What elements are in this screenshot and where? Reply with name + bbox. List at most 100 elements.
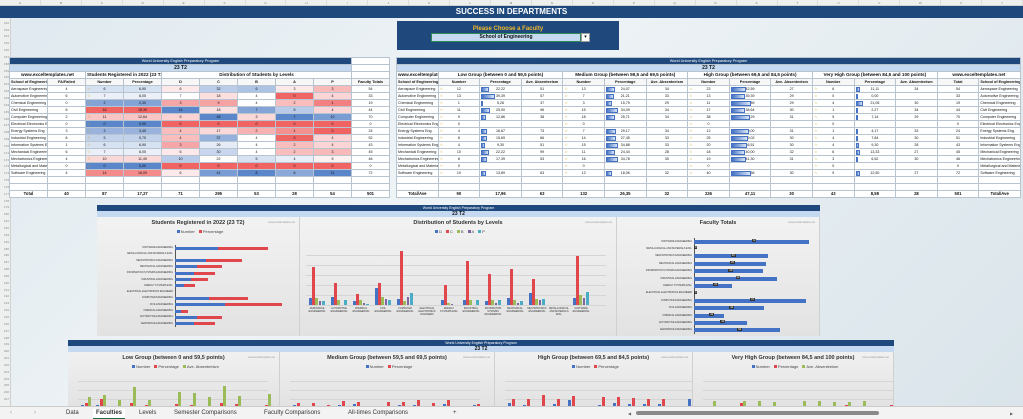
row-number[interactable]: 175 [3, 178, 9, 183]
row-number[interactable]: 158 [3, 61, 9, 66]
column-letter[interactable]: H [286, 0, 328, 5]
row-number[interactable]: 159 [3, 68, 9, 73]
row-number[interactable]: 162 [3, 89, 9, 94]
row-number[interactable]: 152 [3, 20, 9, 25]
chart-low-group[interactable]: Low Group (between 0 and 59,5 points) www… [68, 352, 280, 406]
row-number[interactable]: 181 [3, 219, 9, 224]
row-number[interactable]: 167 [3, 123, 9, 128]
tab-levels[interactable]: Levels [139, 410, 157, 416]
row-number[interactable]: 206 [3, 390, 9, 395]
chart-faculty-totals[interactable]: Faculty Totals www.exceltemplates.net SOFT… [617, 217, 820, 336]
row-number[interactable]: 194 [3, 308, 9, 313]
column-letter[interactable]: U [818, 0, 860, 5]
row-number[interactable]: 184 [3, 239, 9, 244]
row-number[interactable]: 164 [3, 102, 9, 107]
row-number[interactable]: 185 [3, 246, 9, 251]
column-letter[interactable]: P [614, 0, 655, 5]
row-number[interactable]: 187 [3, 260, 9, 265]
tab-all-times-comparisons[interactable]: All-times Comparisons [348, 410, 409, 416]
row-number[interactable]: 172 [3, 157, 9, 162]
column-letter[interactable]: E [164, 0, 205, 5]
column-letter[interactable]: B [41, 0, 82, 5]
row-number[interactable]: 165 [3, 109, 9, 114]
dropdown-arrow-icon[interactable]: ▾ [581, 33, 590, 42]
row-headers[interactable]: 1501511521531541551561571581591601611621… [0, 6, 11, 406]
column-letter[interactable]: T [778, 0, 819, 5]
column-letter[interactable]: J [368, 0, 410, 5]
row-number[interactable]: 179 [3, 205, 9, 210]
row-number[interactable]: 203 [3, 369, 9, 374]
row-number[interactable]: 170 [3, 143, 9, 148]
row-number[interactable]: 193 [3, 301, 9, 306]
column-letter[interactable]: I [327, 0, 369, 5]
row-number[interactable]: 156 [3, 48, 9, 53]
next-sheet-icon[interactable]: › [34, 410, 36, 416]
row-number[interactable]: 174 [3, 171, 9, 176]
column-letter[interactable]: C [82, 0, 123, 5]
row-number[interactable]: 189 [3, 273, 9, 278]
tab-data[interactable]: Data [66, 410, 79, 416]
column-letter[interactable]: O [573, 0, 614, 5]
row-number[interactable]: 157 [3, 54, 9, 59]
column-letter[interactable]: Q [655, 0, 696, 5]
horizontal-scrollbar-thumb[interactable] [636, 411, 879, 415]
row-number[interactable]: 155 [3, 41, 9, 46]
row-number[interactable]: 182 [3, 226, 9, 230]
chart-very-high-group[interactable]: Very High Group (between 84,5 and 100 po… [693, 352, 894, 406]
chart-registered[interactable]: Students Registered in 2022 (23 T2) www.e… [97, 217, 300, 336]
prev-sheet-icon[interactable]: ‹ [10, 410, 12, 416]
scroll-left-icon[interactable]: ◀ [628, 411, 632, 416]
row-number[interactable]: 186 [3, 253, 9, 258]
column-letter[interactable]: F [205, 0, 246, 5]
row-number[interactable]: 195 [3, 314, 9, 319]
column-letter[interactable]: V [859, 0, 901, 5]
row-number[interactable]: 176 [3, 184, 9, 189]
row-number[interactable]: 200 [3, 349, 9, 354]
row-number[interactable]: 202 [3, 362, 9, 367]
column-letter[interactable]: W [900, 0, 942, 5]
row-number[interactable]: 169 [3, 137, 9, 142]
column-letter[interactable]: G [246, 0, 287, 5]
column-letter[interactable]: N [532, 0, 573, 5]
tab-faculty-comparisons[interactable]: Faculty Comparisons [264, 410, 321, 416]
row-number[interactable]: 178 [3, 198, 9, 203]
row-number[interactable]: 154 [3, 34, 9, 39]
scroll-right-icon[interactable]: ▶ [1010, 411, 1014, 416]
row-number[interactable]: 204 [3, 376, 9, 381]
column-letter[interactable]: R [696, 0, 737, 5]
column-letter[interactable]: S [737, 0, 778, 5]
row-number[interactable]: 188 [3, 267, 9, 272]
row-number[interactable]: 199 [3, 342, 9, 347]
row-number[interactable]: 163 [3, 95, 9, 100]
add-sheet-button[interactable]: + [453, 410, 457, 416]
row-number[interactable]: 207 [3, 397, 9, 402]
column-letter[interactable]: M [491, 0, 532, 5]
tab-semester-comparisons[interactable]: Semester Comparisons [174, 410, 237, 416]
row-number[interactable]: 192 [3, 294, 9, 299]
chart-levels[interactable]: Distribution of Students by Levels www.ex… [300, 217, 617, 336]
row-number[interactable]: 191 [3, 287, 9, 292]
column-letter[interactable]: A [0, 0, 41, 5]
row-number[interactable]: 197 [3, 328, 9, 333]
row-number[interactable]: 177 [3, 191, 9, 196]
column-letter[interactable]: Y [982, 0, 1023, 5]
row-number[interactable]: 168 [3, 130, 9, 135]
row-number[interactable]: 171 [3, 150, 9, 155]
row-number[interactable]: 180 [3, 212, 9, 217]
row-number[interactable]: 173 [3, 164, 9, 169]
row-number[interactable]: 153 [3, 27, 9, 32]
column-letter[interactable]: K [409, 0, 451, 5]
chart-high-group[interactable]: High Group (between 69,5 and 84,5 points… [495, 352, 693, 406]
row-number[interactable]: 166 [3, 116, 9, 121]
row-number[interactable]: 196 [3, 321, 9, 326]
column-letter[interactable]: D [123, 0, 164, 5]
column-letter[interactable]: L [450, 0, 492, 5]
row-number[interactable]: 201 [3, 356, 9, 361]
row-number[interactable]: 183 [3, 232, 9, 237]
row-number[interactable]: 190 [3, 280, 9, 285]
chart-medium-group[interactable]: Medium Group (between 59,5 and 69,5 poin… [280, 352, 495, 406]
row-number[interactable]: 161 [3, 82, 9, 87]
row-number[interactable]: 205 [3, 383, 9, 388]
row-number[interactable]: 160 [3, 75, 9, 80]
